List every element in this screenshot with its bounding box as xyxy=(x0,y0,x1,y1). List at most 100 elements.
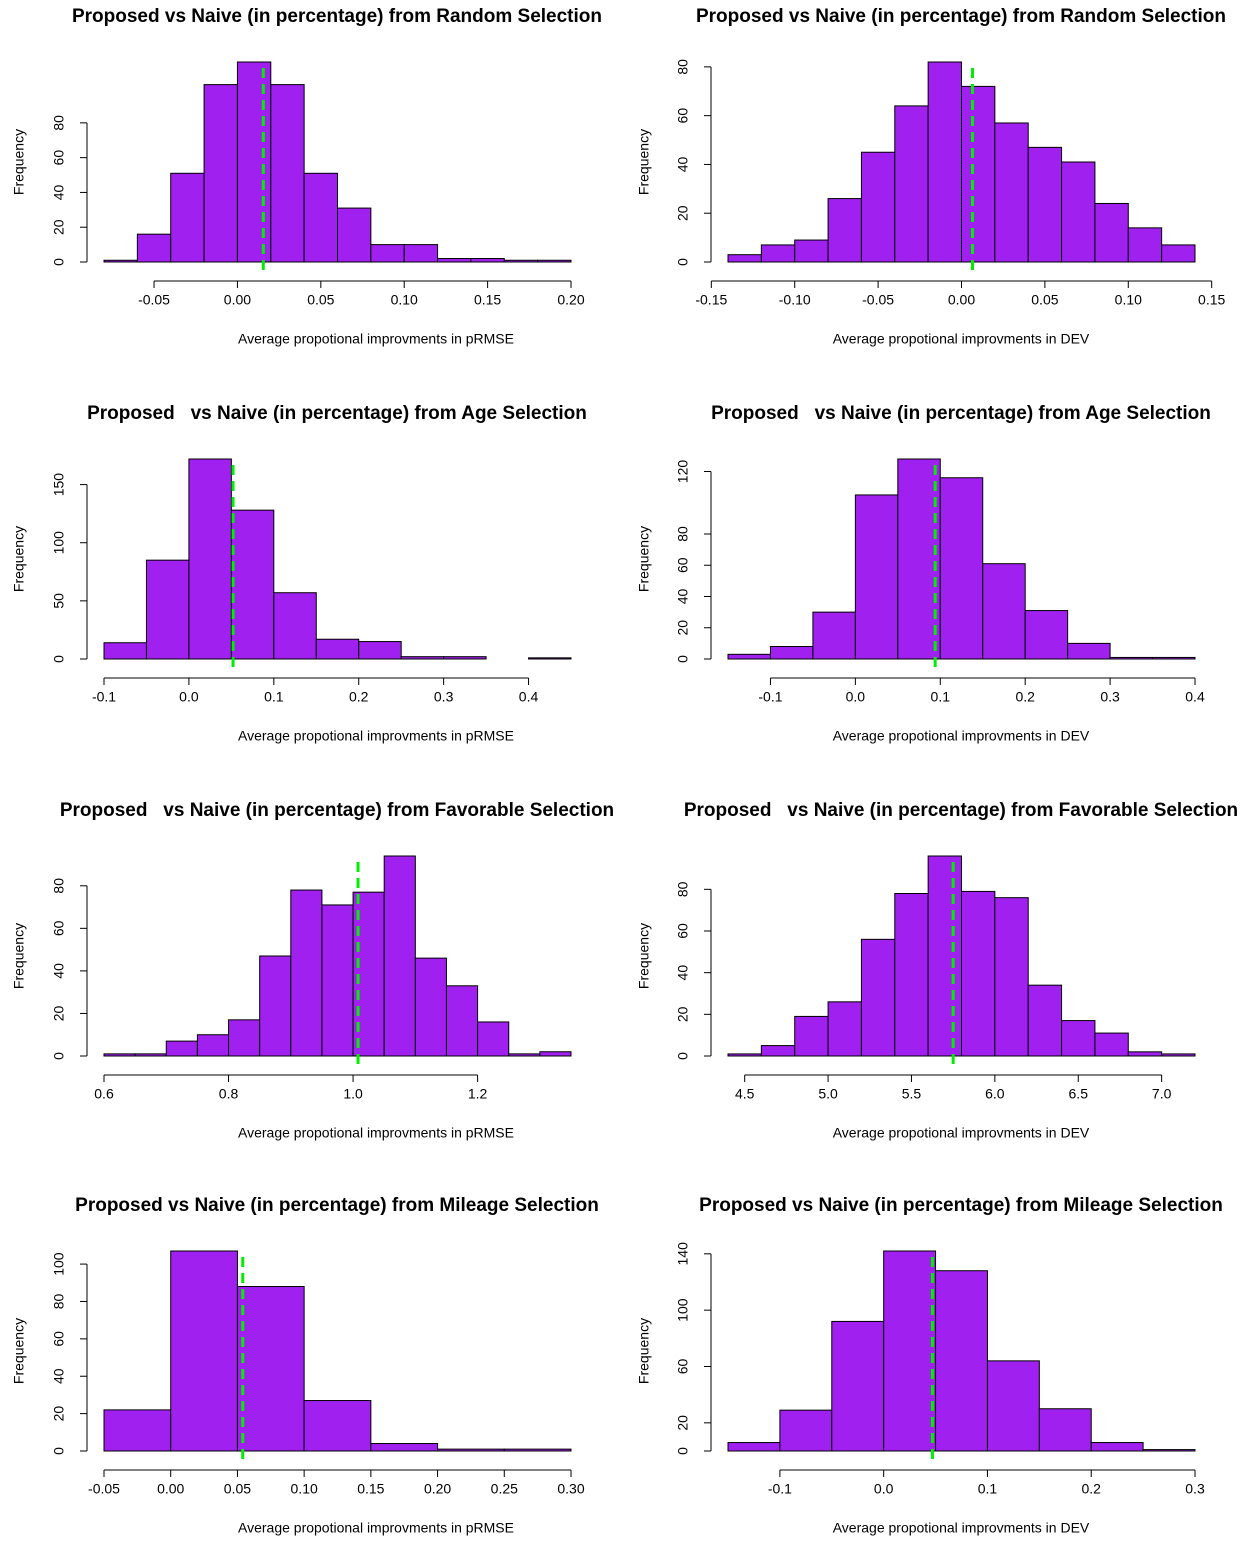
chart-title: Proposed vs Naive (in percentage) from M… xyxy=(75,1195,599,1216)
x-tick-label: 5.0 xyxy=(818,1086,838,1102)
bar xyxy=(270,84,305,263)
y-axis-label: Frequency xyxy=(636,129,652,195)
y-tick-label: 40 xyxy=(51,1368,67,1384)
bar xyxy=(1024,610,1069,660)
y-tick-label: 40 xyxy=(675,156,691,172)
x-tick-label: 0.6 xyxy=(94,1086,114,1102)
bar xyxy=(477,1021,510,1057)
x-tick-label: 0.8 xyxy=(219,1086,239,1102)
bar xyxy=(961,890,996,1057)
bar xyxy=(230,509,275,660)
bar xyxy=(812,611,856,660)
bar xyxy=(537,259,572,263)
y-tick-label: 80 xyxy=(675,59,691,75)
bar xyxy=(1061,161,1096,263)
bar xyxy=(1161,244,1196,263)
y-tick-label: 100 xyxy=(51,1252,67,1276)
chart-title: Proposed vs Naive (in percentage) from R… xyxy=(72,6,602,27)
x-tick-label: 0.05 xyxy=(1031,292,1058,308)
bar xyxy=(437,258,472,263)
bar xyxy=(727,254,762,263)
bar xyxy=(927,855,963,1057)
bar xyxy=(769,646,814,660)
bar xyxy=(760,244,796,263)
bar xyxy=(403,244,439,263)
bar xyxy=(337,207,372,263)
x-axis-label: Average propotional improvments in DEV xyxy=(833,331,1090,347)
x-tick-label: 0.15 xyxy=(474,292,501,308)
x-tick-label: 0.3 xyxy=(434,689,454,705)
bar xyxy=(103,1053,136,1057)
y-tick-label: 20 xyxy=(675,1006,691,1022)
y-tick-label: 0 xyxy=(51,1052,67,1060)
y-tick-label: 150 xyxy=(51,473,67,497)
bar xyxy=(503,1448,572,1452)
y-axis-label: Frequency xyxy=(636,526,652,592)
bar xyxy=(1161,1053,1196,1057)
y-tick-label: 60 xyxy=(51,920,67,936)
bar xyxy=(103,642,147,660)
bar xyxy=(760,1045,796,1057)
y-tick-label: 80 xyxy=(675,881,691,897)
x-tick-label: 6.0 xyxy=(985,1086,1005,1102)
x-tick-label: 1.2 xyxy=(468,1086,488,1102)
bar xyxy=(370,244,405,263)
x-tick-label: 0.1 xyxy=(264,689,284,705)
y-tick-label: 50 xyxy=(51,593,67,609)
y-tick-label: 40 xyxy=(51,963,67,979)
chart-title: Proposed vs Naive (in percentage) from F… xyxy=(684,800,1238,821)
bar xyxy=(103,1409,172,1452)
x-axis-label: Average propotional improvments in pRMSE xyxy=(238,1125,514,1141)
bar xyxy=(134,1053,167,1057)
x-tick-label: 0.05 xyxy=(307,292,334,308)
x-tick-label: 6.5 xyxy=(1069,1086,1089,1102)
x-tick-label: 0.0 xyxy=(874,1481,894,1497)
y-tick-label: 0 xyxy=(675,1447,691,1455)
bar xyxy=(1094,1032,1129,1057)
y-tick-label: 60 xyxy=(51,150,67,166)
x-axis-label: Average propotional improvments in pRMSE xyxy=(238,728,514,744)
x-tick-label: 0.20 xyxy=(424,1481,451,1497)
bar xyxy=(1127,1051,1163,1057)
bar xyxy=(860,151,896,263)
bar xyxy=(1109,656,1154,660)
bar xyxy=(860,938,896,1057)
x-tick-label: 0.0 xyxy=(846,689,866,705)
bar xyxy=(982,563,1026,660)
x-axis-label: Average propotional improvments in pRMSE xyxy=(238,331,514,347)
y-tick-label: 100 xyxy=(675,1298,691,1322)
bar xyxy=(894,105,929,263)
bar xyxy=(170,1250,238,1452)
bar xyxy=(727,1442,781,1452)
x-tick-label: -0.05 xyxy=(138,292,170,308)
y-tick-label: 0 xyxy=(675,1052,691,1060)
y-tick-label: 20 xyxy=(675,1415,691,1431)
y-tick-label: 60 xyxy=(675,557,691,573)
bar xyxy=(170,172,205,263)
bar xyxy=(854,494,899,660)
y-axis-label: Frequency xyxy=(11,129,27,195)
y-tick-label: 20 xyxy=(675,620,691,636)
x-axis-label: Average propotional improvments in DEV xyxy=(833,1125,1090,1141)
bar xyxy=(994,122,1029,263)
bar xyxy=(145,559,190,660)
y-tick-label: 0 xyxy=(51,258,67,266)
x-tick-label: -0.10 xyxy=(779,292,811,308)
bar xyxy=(103,259,138,263)
y-tick-label: 60 xyxy=(675,1358,691,1374)
x-tick-label: 0.2 xyxy=(1081,1481,1101,1497)
bar xyxy=(303,1400,372,1452)
y-axis-label: Frequency xyxy=(11,1318,27,1384)
bar xyxy=(470,258,505,263)
x-tick-label: 0.2 xyxy=(349,689,369,705)
bar xyxy=(927,61,963,263)
x-tick-label: 0.10 xyxy=(1115,292,1142,308)
x-tick-label: 0.2 xyxy=(1015,689,1035,705)
y-axis-label: Frequency xyxy=(636,923,652,989)
x-tick-label: -0.1 xyxy=(92,689,116,705)
bar xyxy=(935,1270,988,1452)
bar xyxy=(794,1015,829,1057)
bar xyxy=(827,1001,862,1057)
bar xyxy=(203,84,238,263)
